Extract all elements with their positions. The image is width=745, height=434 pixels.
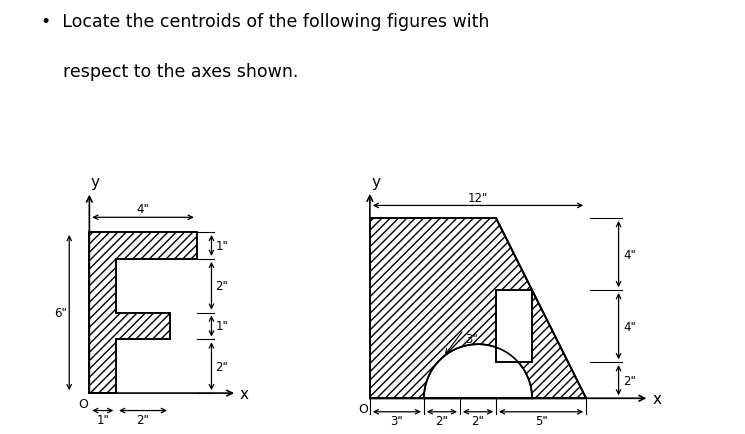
Text: 12": 12" [468,191,488,204]
Polygon shape [89,233,197,393]
Text: 3": 3" [466,332,478,345]
Text: 2": 2" [215,279,229,293]
Text: 1": 1" [215,320,229,333]
Text: 6": 6" [54,306,66,319]
Text: •  Locate the centroids of the following figures with: • Locate the centroids of the following … [41,13,489,31]
Text: 2": 2" [623,374,636,387]
Text: y: y [372,175,381,190]
Polygon shape [424,345,532,398]
Text: 2": 2" [136,413,150,426]
Text: 3": 3" [390,414,403,427]
Text: 4": 4" [623,320,636,333]
Text: 5": 5" [535,414,548,427]
Text: x: x [240,386,249,401]
Polygon shape [370,219,586,398]
Polygon shape [496,290,532,362]
Text: 1": 1" [96,413,110,426]
Text: 2": 2" [215,360,229,373]
Text: O: O [78,397,88,410]
Text: y: y [91,175,100,190]
Text: respect to the axes shown.: respect to the axes shown. [41,63,298,81]
Text: 1": 1" [215,240,229,253]
Text: 2": 2" [436,414,448,427]
Text: O: O [358,402,368,415]
Text: 4": 4" [623,248,636,261]
Text: 4": 4" [136,202,150,215]
Text: 2": 2" [472,414,484,427]
Text: x: x [653,391,662,406]
